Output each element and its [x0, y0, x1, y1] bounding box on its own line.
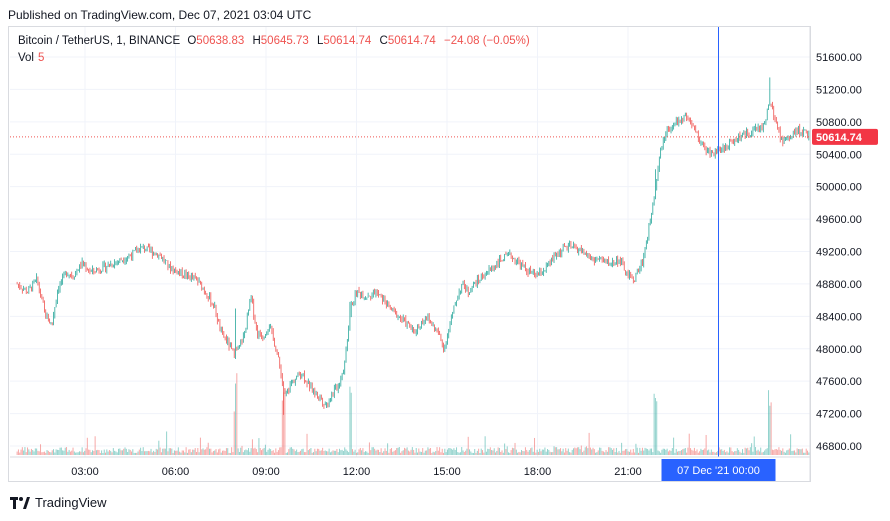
x-tick-label: 06:00: [162, 466, 190, 478]
price-axis: 51600.00 51200.00 50800.00 50400.00 50000.00…: [809, 27, 862, 482]
x-tick-label: 03:00: [71, 466, 99, 478]
close-value: 50614.74: [387, 35, 436, 47]
close-key: C: [379, 35, 388, 47]
change-value: −24.08 (−0.05%): [444, 35, 530, 47]
low-value: 50614.74: [323, 35, 372, 47]
high-value: 50645.73: [260, 35, 309, 47]
last-price-tag-bg: [812, 128, 878, 145]
volume-value: 5: [38, 52, 45, 64]
y-tick-label: 50800.00: [816, 117, 862, 129]
published-caption: Published on TradingView.com, Dec 07, 20…: [8, 8, 312, 22]
crosshair-time-tag: 07 Dec '21 00:00: [661, 459, 776, 481]
y-tick-label: 48000.00: [816, 344, 862, 356]
volume-label: Vol: [18, 52, 34, 64]
y-tick-label: 50000.00: [816, 182, 862, 194]
y-tick-label: 49200.00: [816, 247, 862, 259]
y-tick-label: 48400.00: [816, 311, 862, 323]
open-key: O: [187, 35, 197, 47]
symbol-title: Bitcoin / TetherUS, 1, BINANCE: [18, 35, 181, 47]
tradingview-logo[interactable]: TradingView: [10, 495, 107, 510]
x-tick-label: 09:00: [252, 466, 280, 478]
candles: [16, 77, 810, 415]
y-tick-label: 47200.00: [816, 409, 862, 421]
y-tick-label: 51600.00: [816, 52, 862, 64]
x-tick-label: 15:00: [433, 466, 461, 478]
crosshair-tag-bg: [661, 459, 776, 481]
y-tick-label: 50400.00: [816, 149, 862, 161]
tradingview-icon: [10, 496, 30, 509]
ohlc-legend: Bitcoin / TetherUS, 1, BINANCE O50638.83…: [18, 35, 535, 47]
high-key: H: [252, 35, 261, 47]
volume-bars: [16, 373, 810, 455]
x-tick-label: 21:00: [614, 466, 642, 478]
y-tick-label: 47600.00: [816, 376, 862, 388]
x-tick-label: 18:00: [524, 466, 552, 478]
footer-brand: TradingView: [35, 495, 107, 510]
low-key: L: [316, 35, 324, 47]
volume-legend: Vol 5: [18, 52, 44, 64]
grid: [10, 27, 810, 457]
last-price-tag: 50614.74: [812, 128, 878, 145]
open-value: 50638.83: [196, 35, 245, 47]
last-price-tag-text: 50614.74: [816, 132, 863, 144]
y-tick-label: 46800.00: [816, 441, 862, 453]
y-tick-label: 48800.00: [816, 279, 862, 291]
y-tick-label: 51200.00: [816, 84, 862, 96]
crosshair-tag-text: 07 Dec '21 00:00: [677, 465, 760, 477]
x-tick-label: 12:00: [343, 466, 371, 478]
y-tick-label: 49600.00: [816, 214, 862, 226]
